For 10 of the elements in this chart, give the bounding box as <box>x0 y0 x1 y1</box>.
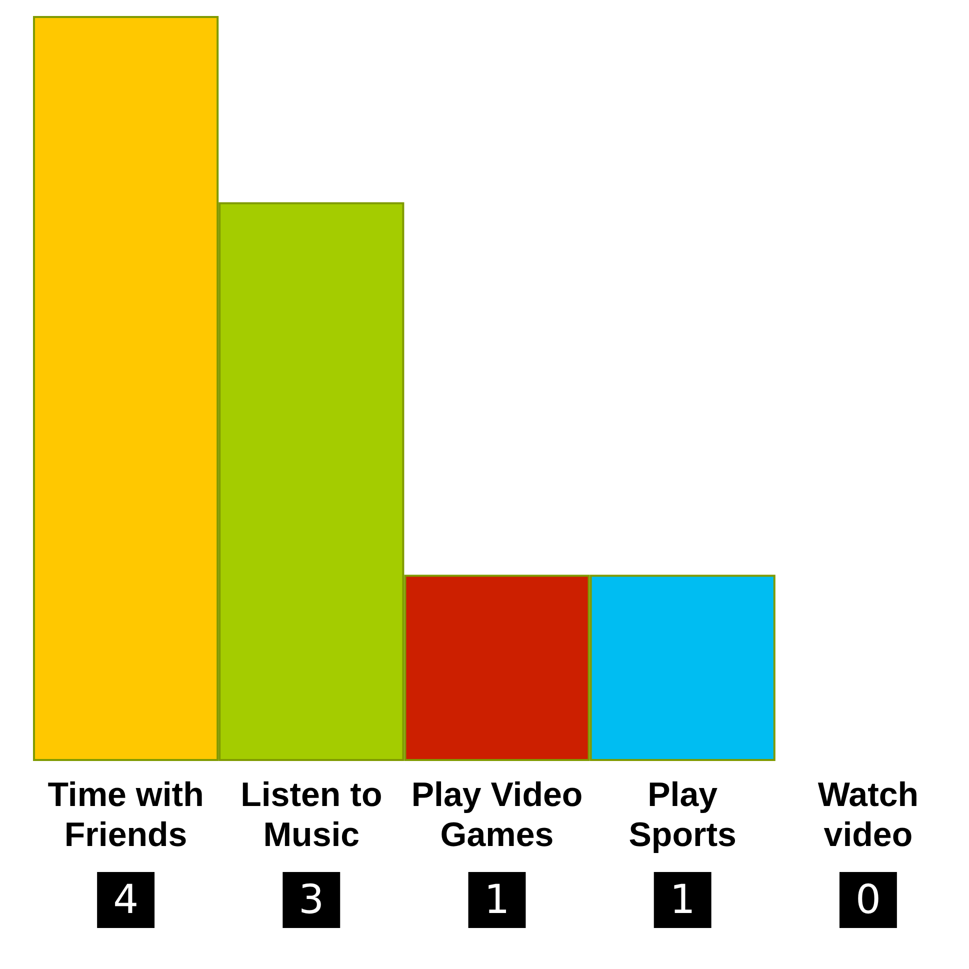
data-label: 4 <box>113 877 139 923</box>
x-tick-label: Play Video Games <box>411 776 583 854</box>
x-tick-label: Play Sports <box>628 776 736 854</box>
data-label: 0 <box>855 877 881 923</box>
data-label: 3 <box>298 877 324 923</box>
x-tick-label: Time with Friends <box>48 776 204 854</box>
data-label: 1 <box>484 877 510 923</box>
x-tick-label: Watch video <box>818 776 919 854</box>
data-label: 1 <box>670 877 696 923</box>
x-tick-label: Listen to Music <box>240 776 382 854</box>
